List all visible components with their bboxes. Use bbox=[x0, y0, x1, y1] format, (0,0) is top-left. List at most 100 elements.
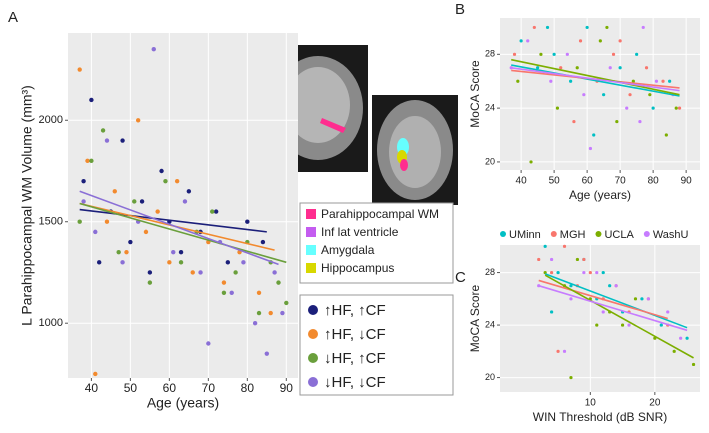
point bbox=[151, 47, 156, 52]
point bbox=[245, 219, 250, 224]
point bbox=[143, 229, 149, 235]
point bbox=[608, 66, 612, 70]
legend-label: UCLA bbox=[604, 229, 634, 241]
point bbox=[620, 323, 625, 327]
point bbox=[677, 106, 682, 110]
point bbox=[276, 280, 281, 285]
point bbox=[256, 310, 262, 316]
point bbox=[213, 209, 219, 214]
overlay-label: Inf lat ventricle bbox=[321, 225, 399, 239]
point bbox=[167, 260, 172, 265]
point bbox=[569, 284, 573, 288]
legend-swatch bbox=[308, 353, 318, 363]
plot-background bbox=[500, 245, 700, 392]
legend-swatch bbox=[308, 377, 318, 387]
point bbox=[100, 128, 106, 133]
plot-background bbox=[68, 33, 298, 378]
x-tick-label: 40 bbox=[516, 176, 528, 187]
point bbox=[210, 209, 215, 214]
point bbox=[182, 199, 188, 204]
point bbox=[532, 25, 536, 30]
point bbox=[615, 119, 619, 124]
point bbox=[640, 297, 644, 301]
legend-label: WashU bbox=[653, 229, 689, 241]
point bbox=[598, 39, 602, 43]
legend-swatch bbox=[595, 231, 602, 237]
fit-line bbox=[511, 58, 680, 96]
point bbox=[128, 239, 133, 245]
fit-line bbox=[538, 279, 668, 320]
point bbox=[602, 93, 606, 97]
point bbox=[601, 310, 605, 314]
point bbox=[89, 158, 94, 164]
point bbox=[190, 270, 195, 275]
y-tick-label: 24 bbox=[485, 319, 495, 329]
point bbox=[85, 158, 90, 164]
point bbox=[569, 79, 573, 83]
point bbox=[132, 199, 137, 204]
fit-line bbox=[544, 274, 694, 359]
point bbox=[562, 244, 567, 248]
legend-box bbox=[299, 294, 454, 396]
roi-overlay bbox=[400, 159, 408, 171]
overlay-label: Amygdala bbox=[321, 243, 375, 257]
point bbox=[268, 310, 273, 316]
point bbox=[120, 260, 125, 265]
point bbox=[163, 178, 168, 184]
overlay-legend-box bbox=[299, 202, 454, 284]
roi-overlay bbox=[320, 118, 346, 133]
legend-label: UMinn bbox=[509, 229, 541, 241]
point bbox=[582, 93, 586, 97]
point bbox=[241, 260, 246, 265]
point bbox=[691, 362, 696, 367]
point bbox=[537, 257, 541, 262]
point bbox=[96, 260, 102, 265]
point bbox=[654, 79, 659, 83]
fit-line bbox=[538, 284, 688, 332]
point bbox=[633, 297, 638, 301]
x-tick-label: 80 bbox=[241, 381, 255, 395]
brain-images bbox=[268, 45, 458, 205]
point bbox=[550, 310, 554, 314]
point bbox=[543, 244, 547, 248]
point bbox=[552, 52, 556, 56]
point bbox=[206, 341, 211, 346]
point bbox=[674, 106, 678, 110]
y-tick-label: 24 bbox=[485, 102, 495, 112]
point bbox=[284, 300, 289, 306]
legend-swatch bbox=[500, 231, 506, 237]
point bbox=[601, 270, 605, 275]
point bbox=[252, 321, 258, 326]
point bbox=[155, 209, 160, 214]
point bbox=[631, 79, 635, 83]
point bbox=[666, 310, 670, 314]
y-axis-label: L Parahippocampal WM Volume (mm³) bbox=[19, 85, 35, 326]
x-axis-label: Age (years) bbox=[147, 395, 219, 411]
x-tick-label: 20 bbox=[649, 398, 661, 409]
y-tick-label: 20 bbox=[485, 156, 495, 166]
overlay-swatch bbox=[306, 263, 316, 273]
x-tick-label: 10 bbox=[585, 398, 597, 409]
point bbox=[221, 280, 227, 285]
point bbox=[565, 52, 569, 56]
point bbox=[595, 323, 599, 327]
point bbox=[595, 270, 599, 275]
point bbox=[529, 160, 533, 164]
point bbox=[582, 257, 586, 262]
point bbox=[178, 249, 184, 255]
point bbox=[225, 260, 231, 265]
point bbox=[147, 280, 153, 285]
point bbox=[89, 97, 94, 103]
point bbox=[81, 178, 86, 184]
point bbox=[628, 93, 632, 97]
point bbox=[186, 189, 192, 194]
fit-line bbox=[79, 202, 287, 264]
point bbox=[77, 219, 82, 224]
point bbox=[685, 336, 689, 340]
point bbox=[572, 119, 576, 124]
brain-inner bbox=[389, 116, 441, 188]
point bbox=[644, 66, 649, 70]
overlay-swatch bbox=[306, 245, 316, 255]
point bbox=[651, 106, 655, 110]
